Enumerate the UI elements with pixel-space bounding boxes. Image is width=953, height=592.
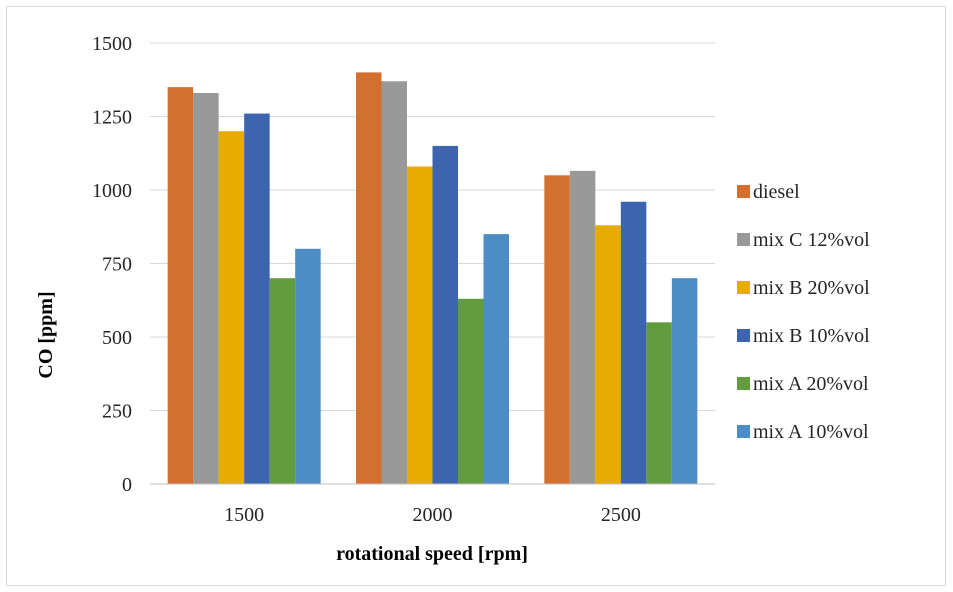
legend-swatch [737,233,750,246]
bar-mix-c-12-vol-2000 [381,81,407,484]
y-tick-label: 1250 [92,107,132,129]
legend: diesel mix C 12%vol mix B 20%vol mix B 10%v… [737,181,870,443]
legend-entry-label: mix B 10%vol [753,325,870,347]
bar-mix-c-12-vol-2500 [569,170,596,484]
bar-mix-b-20-vol-2500 [595,225,621,484]
bar-mix-a-20-vol-1500 [269,278,296,484]
legend-swatch [737,281,750,294]
y-tick-label: 500 [102,327,132,349]
bar-mix-b-10-vol-2500 [620,201,647,484]
y-tick-label: 1500 [92,33,132,55]
bars [167,72,698,485]
y-tick-label: 750 [102,254,132,276]
x-tick-label: 1500 [224,504,264,526]
legend-entry-label: diesel [753,181,800,203]
bar-mix-a-20-vol-2500 [646,322,672,484]
legend-entry-label: mix C 12%vol [753,229,870,251]
x-axis-title: rotational speed [rpm] [336,543,528,565]
legend-entry-label: mix B 20%vol [753,277,870,299]
x-tick-label: 2000 [413,504,453,526]
bar-mix-b-10-vol-1500 [244,113,270,484]
legend-swatch [737,185,750,198]
legend-entry-label: mix A 20%vol [753,373,869,395]
bar-mix-a-10-vol-2000 [483,234,509,484]
chart-frame [6,6,946,586]
legend-swatch [737,377,750,390]
legend-swatch [737,329,750,342]
bar-diesel-2500 [544,175,570,485]
x-tick-label: 2500 [601,504,641,526]
y-axis-ticks: 0 250 500 750 1000 1250 1500 [92,33,132,496]
bar-mix-b-20-vol-2000 [407,166,433,485]
bar-diesel-2000 [356,72,382,485]
bar-mix-a-10-vol-1500 [295,248,321,484]
y-tick-label: 250 [102,401,132,423]
bar-mix-a-20-vol-2000 [458,298,484,484]
bar-diesel-1500 [167,87,194,484]
bar-mix-c-12-vol-1500 [193,92,219,484]
legend-entry-label: mix A 10%vol [753,421,869,443]
legend-swatch [737,425,750,438]
x-axis-ticks: 1500 2000 2500 [224,504,641,526]
bar-mix-b-20-vol-1500 [218,131,245,484]
y-axis-title: CO [ppm] [35,291,57,378]
bar-mix-a-10-vol-2500 [671,278,698,484]
y-tick-label: 1000 [92,180,132,202]
y-tick-label: 0 [122,474,132,496]
bar-mix-b-10-vol-2000 [432,145,458,484]
